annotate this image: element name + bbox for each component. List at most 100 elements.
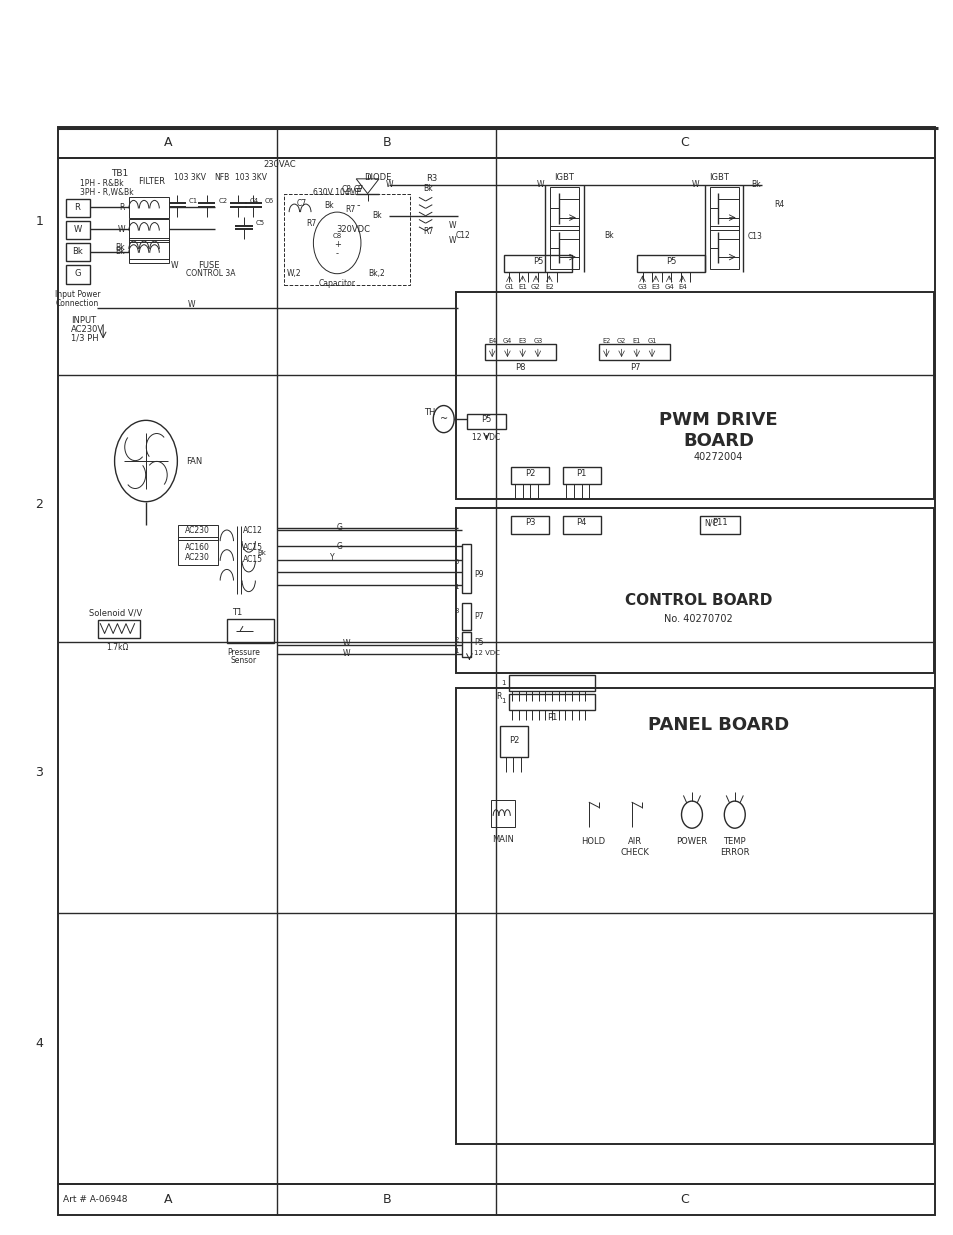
Text: AC15: AC15 xyxy=(242,542,262,552)
Bar xyxy=(284,194,410,285)
Bar xyxy=(456,508,933,673)
Text: ERROR: ERROR xyxy=(720,848,749,857)
Bar xyxy=(66,199,90,217)
Text: FUSE: FUSE xyxy=(198,261,219,269)
Text: P4: P4 xyxy=(576,519,586,527)
Text: -: - xyxy=(335,249,338,258)
Text: 1: 1 xyxy=(35,215,43,228)
Text: 1.7kΩ: 1.7kΩ xyxy=(106,642,129,652)
Text: T1: T1 xyxy=(232,608,242,618)
Text: P5: P5 xyxy=(532,257,542,266)
Text: Sensor: Sensor xyxy=(231,656,256,666)
Text: Input Power: Input Power xyxy=(54,290,100,299)
Text: R4: R4 xyxy=(774,200,783,209)
Text: R: R xyxy=(119,203,125,211)
Bar xyxy=(562,467,600,484)
Text: W: W xyxy=(342,648,350,658)
Text: POWER: POWER xyxy=(676,837,707,846)
Bar xyxy=(227,619,274,643)
Text: IGBT: IGBT xyxy=(709,173,729,182)
Text: C5: C5 xyxy=(255,220,264,226)
Text: 1PH - R&Bk: 1PH - R&Bk xyxy=(80,179,124,188)
Bar xyxy=(499,726,528,757)
Text: R7: R7 xyxy=(306,219,316,227)
Text: ~: ~ xyxy=(439,414,447,424)
Bar xyxy=(511,467,549,484)
Text: C7: C7 xyxy=(354,185,364,194)
Text: 2: 2 xyxy=(35,498,43,510)
Text: G1: G1 xyxy=(504,284,514,290)
Text: Bk: Bk xyxy=(115,247,125,256)
Bar xyxy=(58,127,935,158)
Text: C1: C1 xyxy=(189,198,198,204)
Bar xyxy=(491,800,515,827)
Text: G2: G2 xyxy=(531,284,540,290)
Bar xyxy=(699,516,739,534)
Text: W: W xyxy=(691,180,699,189)
Text: AC230V: AC230V xyxy=(71,325,104,333)
Text: C2: C2 xyxy=(218,198,227,204)
Text: P8: P8 xyxy=(515,363,525,372)
Text: E4: E4 xyxy=(678,284,686,290)
Text: C8: C8 xyxy=(341,185,352,194)
Bar xyxy=(178,537,218,564)
Text: P1: P1 xyxy=(576,469,586,478)
Bar xyxy=(58,158,935,1184)
Text: CONTROL 3A: CONTROL 3A xyxy=(186,269,235,278)
Bar xyxy=(66,243,90,262)
Text: E3: E3 xyxy=(518,338,526,345)
Bar xyxy=(637,256,704,273)
Text: 230VAC: 230VAC xyxy=(264,159,296,168)
Bar xyxy=(58,1184,935,1215)
Bar xyxy=(129,198,169,219)
Bar xyxy=(509,694,595,710)
Text: R: R xyxy=(496,692,501,700)
Bar xyxy=(461,632,471,657)
Text: C: C xyxy=(679,136,688,149)
Text: FILTER: FILTER xyxy=(138,177,165,185)
Text: Bk: Bk xyxy=(604,231,614,240)
Text: +: + xyxy=(334,240,340,248)
Text: W: W xyxy=(537,180,544,189)
Bar xyxy=(484,343,556,359)
Bar xyxy=(178,525,218,540)
Text: G1: G1 xyxy=(647,338,656,345)
Text: W: W xyxy=(73,225,82,233)
Text: R3: R3 xyxy=(425,174,436,183)
Text: N/C: N/C xyxy=(703,519,717,527)
Text: 3: 3 xyxy=(454,609,458,614)
Bar xyxy=(550,186,578,230)
Text: W: W xyxy=(448,236,456,245)
Text: W,2: W,2 xyxy=(287,269,301,278)
Bar xyxy=(66,266,90,284)
Bar xyxy=(598,343,669,359)
Text: +: + xyxy=(354,184,362,194)
Text: 1/3 PH: 1/3 PH xyxy=(71,333,98,342)
Text: G: G xyxy=(335,524,342,532)
Text: AC230: AC230 xyxy=(185,526,210,535)
Text: Bk: Bk xyxy=(115,243,125,252)
Bar xyxy=(456,688,933,1144)
Text: Art # A-06948: Art # A-06948 xyxy=(63,1195,128,1204)
Text: C8: C8 xyxy=(333,232,341,238)
Text: C6: C6 xyxy=(265,198,274,204)
Text: P5: P5 xyxy=(474,637,483,647)
Text: IGBT: IGBT xyxy=(554,173,574,182)
Text: C7: C7 xyxy=(296,199,307,207)
Text: W: W xyxy=(448,221,456,230)
Text: 3: 3 xyxy=(35,766,43,779)
Bar xyxy=(129,220,169,241)
Text: W: W xyxy=(188,300,195,309)
Text: 103 3KV: 103 3KV xyxy=(234,173,266,182)
Bar xyxy=(98,620,140,638)
Text: P3: P3 xyxy=(524,519,535,527)
Bar xyxy=(503,256,572,273)
Text: TH: TH xyxy=(423,409,435,417)
Text: W: W xyxy=(171,261,178,269)
Text: AC160: AC160 xyxy=(185,542,210,552)
Text: P5: P5 xyxy=(665,257,676,266)
Text: C: C xyxy=(679,1193,688,1207)
Text: NFB: NFB xyxy=(214,173,230,182)
Text: P11: P11 xyxy=(711,519,726,527)
Text: G4: G4 xyxy=(502,338,512,345)
